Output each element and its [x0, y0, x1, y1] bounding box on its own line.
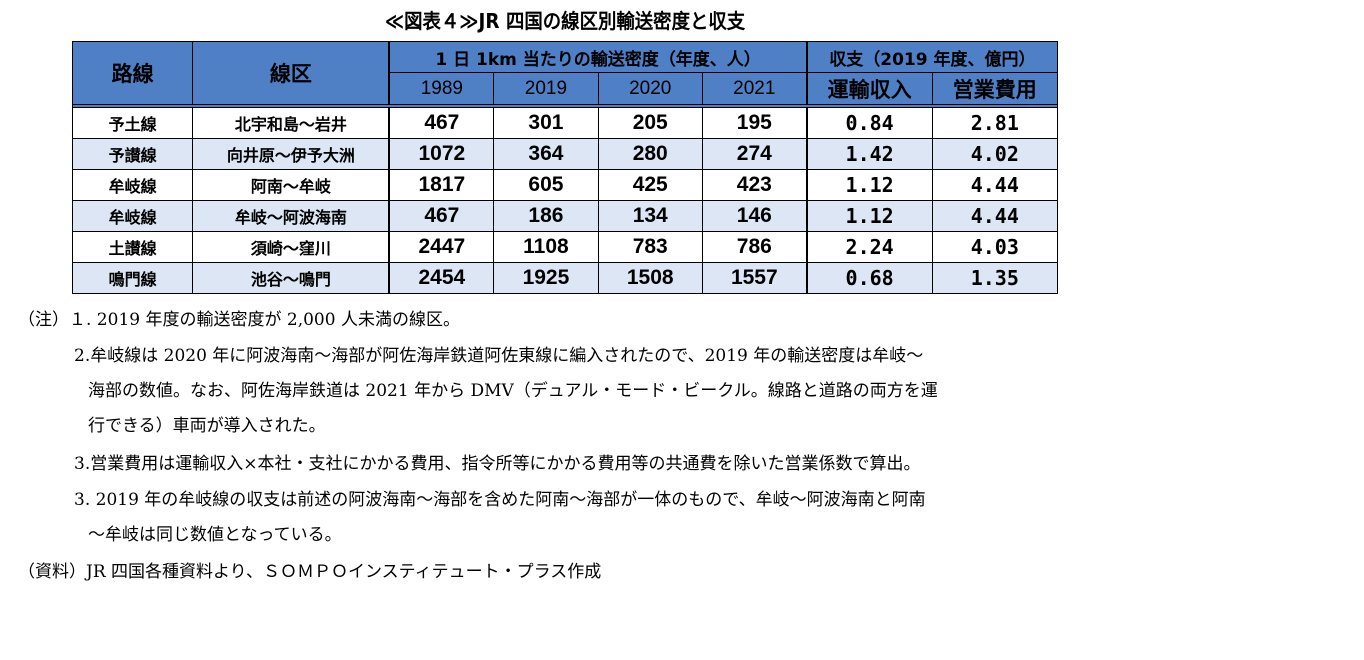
cell-section: 北宇和島～岩井: [192, 107, 390, 139]
header-year-2021: 2021: [701, 72, 808, 105]
cell-density-2020: 425: [597, 169, 703, 201]
cell-expenses: 4.44: [931, 169, 1059, 201]
cell-section: 牟岐～阿波海南: [192, 200, 390, 232]
cell-density-2020: 134: [597, 200, 703, 232]
cell-section: 向井原～伊予大洲: [192, 138, 390, 170]
cell-density-2020: 205: [597, 107, 703, 139]
cell-density-2019: 301: [493, 107, 599, 139]
cell-density-2021: 195: [701, 107, 808, 139]
cell-route: 土讃線: [71, 231, 194, 263]
cell-revenue: 1.12: [805, 169, 933, 201]
note-2-line-2: 海部の数値。なお、阿佐海岸鉄道は 2021 年から DMV（デュアル・モード・ビ…: [88, 381, 938, 401]
cell-density-2020: 280: [597, 138, 703, 170]
cell-density-2019: 605: [493, 169, 599, 201]
header-route: 路線: [71, 41, 194, 105]
cell-density-1989: 2454: [388, 262, 495, 294]
cell-density-2019: 186: [493, 200, 599, 232]
header-year-1989: 1989: [388, 72, 495, 105]
cell-density-1989: 1072: [388, 138, 495, 170]
cell-route: 予土線: [71, 107, 194, 139]
cell-route: 鳴門線: [71, 262, 194, 294]
cell-density-2020: 1508: [597, 262, 703, 294]
table-row: 牟岐線 阿南～牟岐 1817 605 425 423 1.12 4.44: [71, 169, 1059, 201]
note-2-line-3: 行できる）車両が導入された。: [88, 416, 326, 436]
note-1: （注）１. 2019 年度の輸送密度が 2,000 人未満の線区。: [18, 310, 460, 330]
figure-title: ≪図表４≫JR 四国の線区別輸送密度と収支: [384, 9, 746, 33]
cell-expenses: 4.03: [931, 231, 1059, 263]
cell-density-2020: 783: [597, 231, 703, 263]
cell-density-2019: 1925: [493, 262, 599, 294]
cell-revenue: 0.68: [805, 262, 933, 294]
table-body: 予土線 北宇和島～岩井 467 301 205 195 0.84 2.81 予讃線 向井原～伊予大…: [71, 107, 1059, 294]
note-3: 3.営業費用は運輸収入×本社・支社にかかる費用、指令所等にかかる費用等の共通費を…: [74, 454, 921, 474]
table-row: 鳴門線 池谷～鳴門 2454 1925 1508 1557 0.68 1.35: [71, 262, 1059, 294]
table-row: 予土線 北宇和島～岩井 467 301 205 195 0.84 2.81: [71, 107, 1059, 139]
note-4-line-2: ～牟岐は同じ数値となっている。: [88, 525, 342, 545]
table-row: 予讃線 向井原～伊予大洲 1072 364 280 274 1.42 4.02: [71, 138, 1059, 170]
cell-density-1989: 1817: [388, 169, 495, 201]
cell-revenue: 0.84: [805, 107, 933, 139]
note-2-line-1: 2.牟岐線は 2020 年に阿波海南～海部が阿佐海岸鉄道阿佐東線に編入されたので…: [74, 346, 924, 366]
source-note: （資料）JR 四国各種資料より、ＳＯＭＰＯインスティテュート・プラス作成: [18, 562, 602, 582]
cell-density-2021: 1557: [701, 262, 808, 294]
header-density-group: 1 日 1km 当たりの輸送密度（年度、人）: [388, 41, 808, 73]
cell-section: 池谷～鳴門: [192, 262, 390, 294]
cell-density-2021: 146: [701, 200, 808, 232]
cell-density-2021: 423: [701, 169, 808, 201]
cell-expenses: 4.02: [931, 138, 1059, 170]
cell-expenses: 4.44: [931, 200, 1059, 232]
cell-density-2021: 786: [701, 231, 808, 263]
cell-route: 予讃線: [71, 138, 194, 170]
cell-density-1989: 467: [388, 200, 495, 232]
cell-expenses: 1.35: [931, 262, 1059, 294]
cell-revenue: 2.24: [805, 231, 933, 263]
header-section: 線区: [192, 41, 390, 105]
header-revenue: 運輸収入: [805, 72, 933, 105]
header-expenses: 営業費用: [931, 72, 1059, 105]
table-row: 土讃線 須崎～窪川 2447 1108 783 786 2.24 4.03: [71, 231, 1059, 263]
table-row: 牟岐線 牟岐～阿波海南 467 186 134 146 1.12 4.44: [71, 200, 1059, 232]
cell-revenue: 1.12: [805, 200, 933, 232]
cell-density-1989: 467: [388, 107, 495, 139]
transport-density-table: 路線 線区 1 日 1km 当たりの輸送密度（年度、人） 収支（2019 年度、…: [71, 41, 1059, 294]
cell-density-2019: 1108: [493, 231, 599, 263]
note-4-line-1: 3. 2019 年の牟岐線の収支は前述の阿波海南～海部を含めた阿南～海部が一体の…: [74, 490, 926, 510]
header-year-2019: 2019: [493, 72, 599, 105]
cell-expenses: 2.81: [931, 107, 1059, 139]
cell-route: 牟岐線: [71, 200, 194, 232]
cell-section: 阿南～牟岐: [192, 169, 390, 201]
cell-revenue: 1.42: [805, 138, 933, 170]
header-year-2020: 2020: [597, 72, 703, 105]
cell-density-2021: 274: [701, 138, 808, 170]
cell-section: 須崎～窪川: [192, 231, 390, 263]
cell-route: 牟岐線: [71, 169, 194, 201]
header-finance-group: 収支（2019 年度、億円）: [805, 41, 1058, 73]
cell-density-2019: 364: [493, 138, 599, 170]
cell-density-1989: 2447: [388, 231, 495, 263]
